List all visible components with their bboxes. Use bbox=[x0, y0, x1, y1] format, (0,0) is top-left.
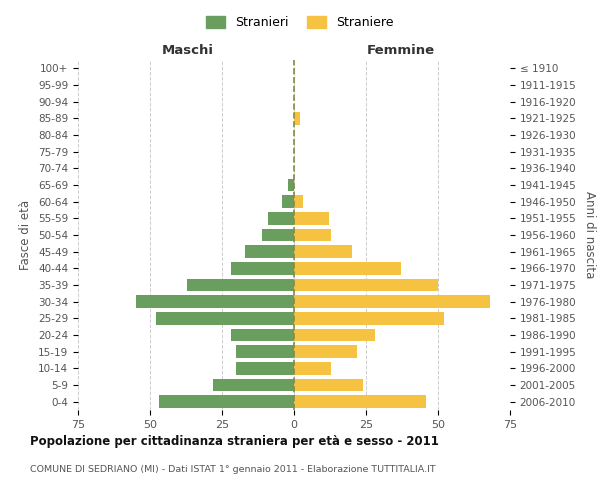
Text: Femmine: Femmine bbox=[367, 44, 434, 57]
Bar bbox=[236, 362, 294, 374]
Y-axis label: Fasce di età: Fasce di età bbox=[19, 200, 32, 270]
Bar bbox=[268, 212, 294, 224]
Bar bbox=[262, 229, 294, 241]
Bar bbox=[294, 279, 438, 291]
Bar bbox=[136, 296, 294, 308]
Bar bbox=[294, 396, 427, 408]
Bar bbox=[294, 196, 302, 208]
Bar bbox=[294, 112, 300, 124]
Bar bbox=[294, 296, 490, 308]
Bar bbox=[236, 346, 294, 358]
Bar bbox=[245, 246, 294, 258]
Bar bbox=[283, 196, 294, 208]
Legend: Stranieri, Straniere: Stranieri, Straniere bbox=[202, 11, 398, 34]
Bar bbox=[294, 312, 444, 324]
Bar bbox=[214, 379, 294, 391]
Bar bbox=[230, 262, 294, 274]
Bar bbox=[294, 329, 374, 341]
Text: Maschi: Maschi bbox=[161, 44, 214, 57]
Bar bbox=[294, 262, 401, 274]
Text: COMUNE DI SEDRIANO (MI) - Dati ISTAT 1° gennaio 2011 - Elaborazione TUTTITALIA.I: COMUNE DI SEDRIANO (MI) - Dati ISTAT 1° … bbox=[30, 465, 436, 474]
Bar bbox=[294, 212, 329, 224]
Y-axis label: Anni di nascita: Anni di nascita bbox=[583, 192, 596, 278]
Bar bbox=[230, 329, 294, 341]
Text: Popolazione per cittadinanza straniera per età e sesso - 2011: Popolazione per cittadinanza straniera p… bbox=[30, 435, 439, 448]
Bar bbox=[187, 279, 294, 291]
Bar bbox=[294, 346, 358, 358]
Bar bbox=[156, 312, 294, 324]
Bar bbox=[294, 362, 331, 374]
Bar bbox=[294, 379, 363, 391]
Bar bbox=[294, 229, 331, 241]
Bar bbox=[294, 246, 352, 258]
Bar bbox=[288, 179, 294, 192]
Bar bbox=[158, 396, 294, 408]
